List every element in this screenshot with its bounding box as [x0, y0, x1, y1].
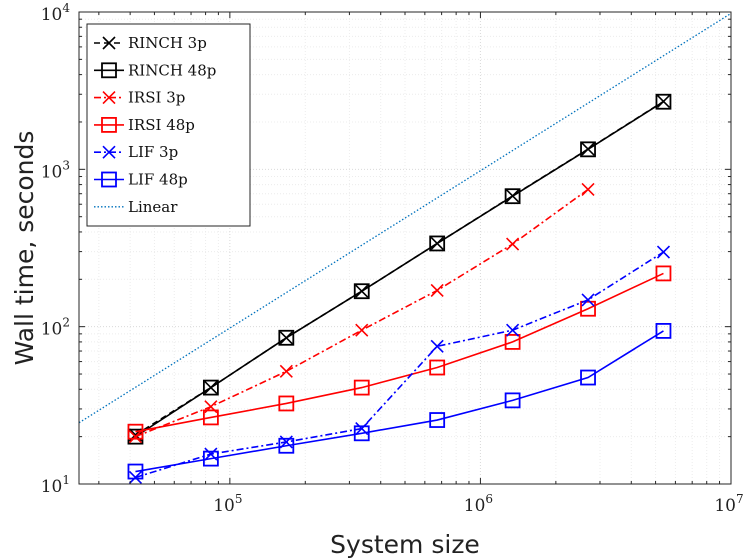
marker-stroke — [102, 145, 116, 159]
point-irsi-48p-square-marker — [278, 395, 295, 412]
point-rinch-48p-square-marker — [504, 188, 521, 205]
marker-stroke — [581, 293, 595, 307]
series-rinch-48p — [127, 93, 672, 445]
legend-item-irsi-3p: IRSI 3p — [94, 89, 185, 107]
point-irsi-3p-x-marker — [581, 182, 595, 197]
legend: RINCH 3p RINCH 48p IRSI 3p IRSI 48p LIF 3p LI… — [86, 23, 251, 227]
marker-stroke — [355, 323, 369, 337]
marker-stroke — [506, 237, 520, 251]
point-irsi-48p-square-marker — [127, 423, 144, 440]
series-layer — [78, 12, 732, 485]
legend-label: Linear — [128, 198, 178, 216]
series-lif-48p — [127, 322, 672, 480]
series-line-rinch-48p — [135, 101, 664, 438]
legend-item-lif-3p: LIF 3p — [94, 143, 178, 161]
point-lif-48p-square-marker — [127, 463, 144, 480]
legend-x-marker — [102, 36, 116, 50]
marker-stroke — [102, 91, 116, 105]
marker-stroke — [430, 339, 444, 353]
point-rinch-48p-square-marker — [353, 283, 370, 300]
y-tick-label: 101 — [41, 473, 70, 497]
y-tick-label: 103 — [41, 158, 70, 182]
tick-labels: 105 106 107 101 102 103 104 — [41, 1, 744, 516]
legend-label: IRSI 48p — [128, 116, 195, 134]
point-lif-3p-x-marker — [506, 323, 520, 337]
x-axis-label: System size — [330, 530, 480, 559]
x-tick-label: 107 — [714, 492, 743, 516]
point-irsi-48p-square-marker — [353, 379, 370, 396]
legend-label: RINCH 3p — [128, 34, 207, 52]
legend-item-rinch-48p: RINCH 48p — [94, 61, 216, 79]
legend-label: RINCH 48p — [128, 61, 216, 79]
legend-item-lif-48p: LIF 48p — [94, 171, 188, 189]
y-tick-label: 102 — [41, 316, 70, 340]
x-tick-label: 105 — [213, 492, 242, 516]
legend-label: LIF 3p — [128, 143, 178, 161]
legend-label: IRSI 3p — [128, 89, 185, 107]
legend-square-marker — [101, 117, 117, 133]
point-lif-48p-square-marker — [504, 392, 521, 409]
point-lif-48p-square-marker — [655, 322, 672, 339]
marker-stroke — [279, 364, 293, 378]
point-rinch-48p-square-marker — [202, 379, 219, 396]
point-lif-48p-square-marker — [353, 425, 370, 442]
point-irsi-3p-x-marker — [506, 237, 520, 251]
series-irsi-3p — [128, 182, 595, 444]
series-line-irsi-48p — [135, 272, 664, 433]
axis-ticks — [79, 11, 732, 485]
point-irsi-48p-square-marker — [429, 359, 446, 376]
legend-square-marker — [101, 62, 117, 79]
legend-item-linear: Linear — [94, 198, 178, 216]
point-irsi-3p-x-marker — [430, 283, 444, 297]
point-rinch-48p-square-marker — [655, 93, 672, 110]
point-rinch-48p-square-marker — [278, 329, 295, 346]
y-axis-label: Wall time, seconds — [10, 131, 39, 366]
legend-square-marker — [101, 171, 117, 188]
point-irsi-3p-x-marker — [279, 364, 293, 378]
point-lif-48p-square-marker — [580, 369, 596, 386]
point-irsi-48p-square-marker — [202, 409, 219, 426]
point-lif-3p-x-marker — [581, 293, 595, 307]
point-lif-3p-x-marker — [656, 245, 671, 259]
point-irsi-48p-square-marker — [504, 334, 521, 350]
series-line-lif-3p — [135, 251, 664, 479]
marker-stroke — [506, 323, 520, 337]
point-lif-48p-square-marker — [429, 412, 446, 428]
marker-stroke — [128, 430, 143, 444]
marker-stroke — [355, 422, 369, 436]
marker-stroke — [430, 283, 444, 297]
point-rinch-48p-square-marker — [429, 235, 446, 252]
point-lif-3p-x-marker — [430, 339, 444, 353]
series-line-linear — [78, 12, 732, 424]
marker-stroke — [204, 447, 218, 461]
series-irsi-48p — [127, 265, 672, 440]
point-irsi-48p-square-marker — [580, 300, 596, 317]
y-tick-label: 104 — [41, 1, 71, 25]
point-irsi-48p-square-marker — [655, 265, 672, 282]
point-rinch-3p-x-marker — [656, 94, 671, 109]
series-linear — [78, 12, 732, 424]
point-rinch-48p-square-marker — [580, 141, 596, 158]
series-line-lif-48p — [135, 330, 664, 473]
marker-stroke — [656, 94, 671, 109]
legend-x-marker — [102, 91, 116, 105]
marker-stroke — [102, 36, 116, 50]
marker-stroke — [128, 470, 143, 485]
legend-label: LIF 48p — [128, 171, 188, 189]
marker-stroke — [581, 182, 595, 197]
marker-stroke — [656, 245, 671, 259]
point-lif-48p-square-marker — [202, 450, 219, 467]
x-tick-label: 106 — [464, 492, 493, 516]
legend-item-rinch-3p: RINCH 3p — [94, 34, 207, 52]
point-irsi-3p-x-marker — [355, 323, 369, 337]
point-lif-3p-x-marker — [128, 470, 143, 485]
legend-item-irsi-48p: IRSI 48p — [94, 116, 195, 134]
point-lif-48p-square-marker — [278, 437, 295, 454]
point-irsi-3p-x-marker — [128, 430, 143, 444]
legend-x-marker — [102, 145, 116, 159]
